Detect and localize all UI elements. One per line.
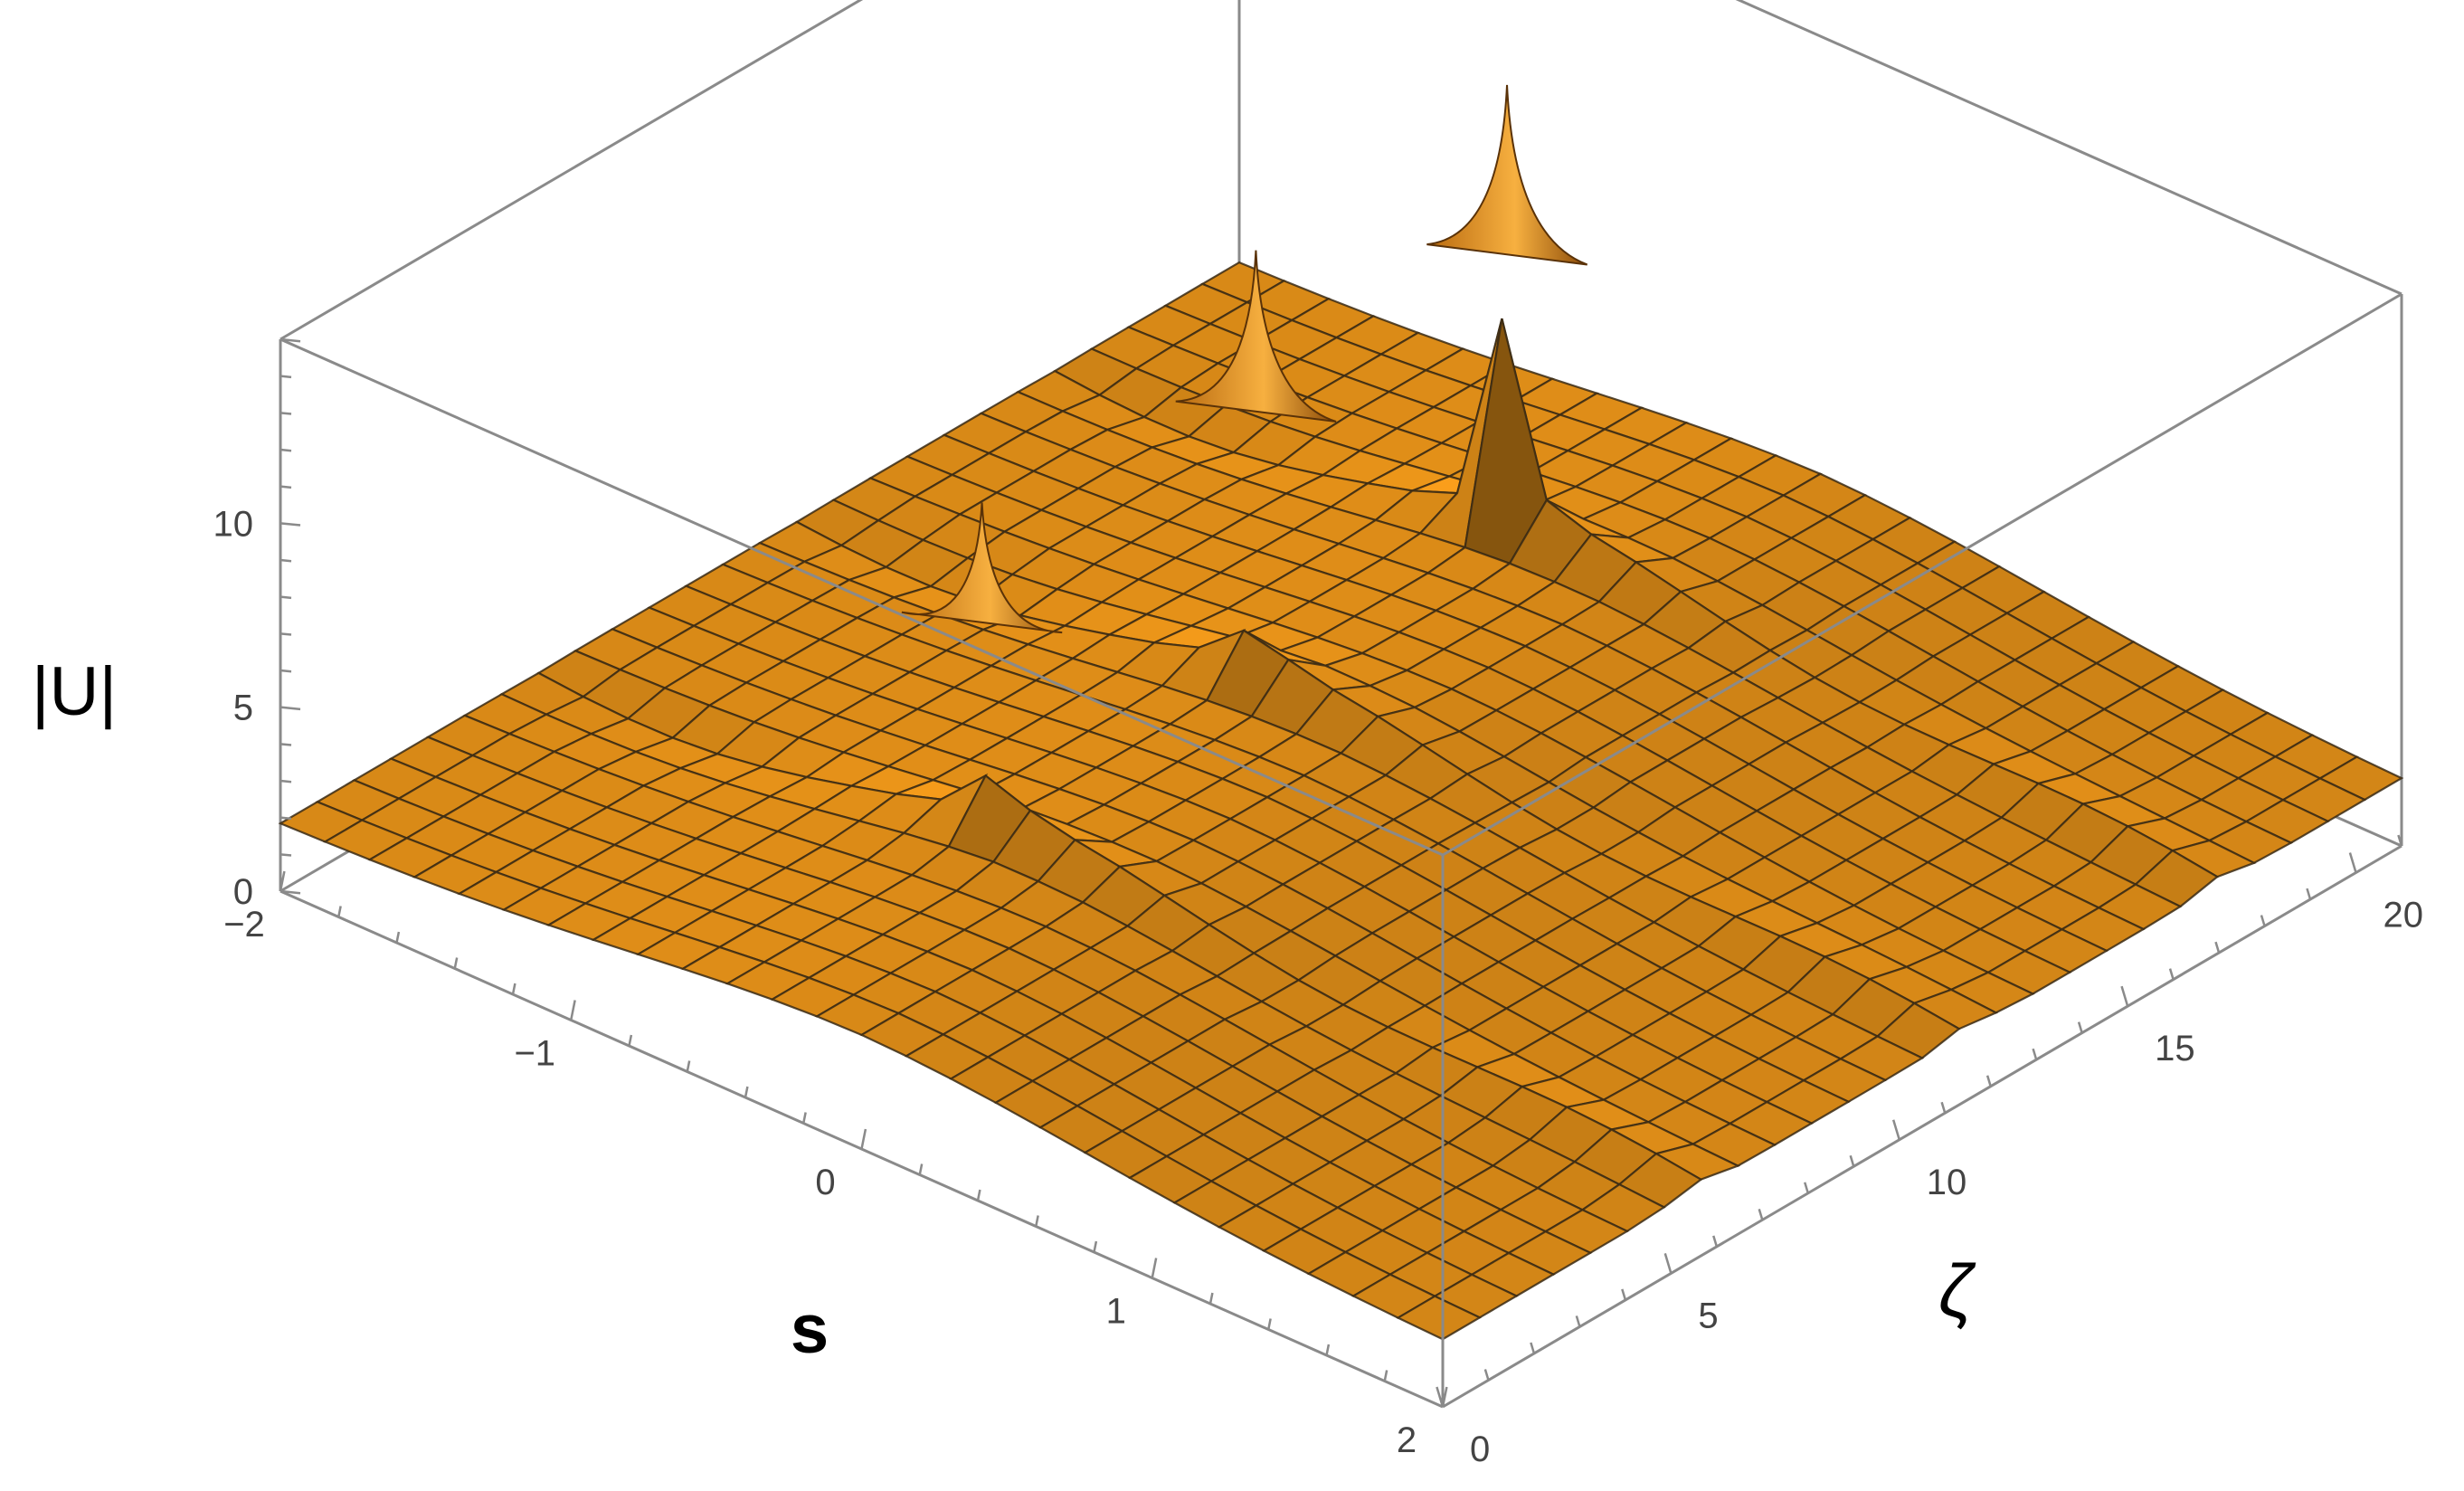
x-tick — [744, 1086, 749, 1098]
z-tick — [280, 779, 292, 783]
x-tick — [1325, 1344, 1331, 1356]
y-tick — [2348, 852, 2357, 873]
x-tick — [570, 1000, 576, 1021]
x-tick — [1093, 1240, 1098, 1253]
peak-spikes — [901, 84, 1588, 634]
x-tick-label: −1 — [514, 1034, 555, 1074]
z-tick — [280, 337, 301, 343]
z-tick — [280, 743, 292, 746]
x-tick-label: 2 — [1397, 1420, 1417, 1460]
surface — [278, 261, 2404, 1341]
y-tick — [1849, 1154, 1855, 1167]
y-tick-label: 20 — [2383, 896, 2424, 935]
z-tick-label: 5 — [233, 689, 253, 728]
z-tick — [280, 558, 292, 563]
z-tick — [280, 853, 292, 857]
y-axis-title: ζ — [1938, 1250, 1976, 1333]
x-tick — [511, 983, 516, 995]
x-tick — [976, 1189, 981, 1201]
z-tick — [280, 889, 301, 895]
x-tick — [1383, 1370, 1388, 1382]
x-tick — [337, 906, 342, 917]
y-tick — [2120, 985, 2129, 1007]
x-tick — [453, 957, 459, 969]
y-tick — [1940, 1101, 1947, 1114]
peak-spike — [1426, 84, 1588, 266]
x-tick — [686, 1060, 691, 1072]
y-tick — [2032, 1048, 2038, 1060]
y-tick — [2214, 941, 2221, 954]
x-tick — [802, 1112, 807, 1124]
y-tick — [2306, 888, 2312, 900]
y-tick — [1483, 1369, 1490, 1381]
x-tick — [860, 1128, 867, 1150]
box-edge — [1442, 844, 2402, 1409]
y-tick — [2260, 915, 2266, 926]
surface-cell — [1396, 1295, 1483, 1341]
z-tick — [280, 522, 301, 527]
y-tick-label: 5 — [1698, 1296, 1718, 1335]
z-tick — [280, 448, 292, 452]
y-tick — [1712, 1235, 1719, 1248]
y-tick — [1758, 1208, 1764, 1220]
x-tick — [918, 1163, 924, 1175]
x-tick — [279, 870, 286, 892]
y-tick — [1891, 1119, 1900, 1141]
box-edge — [280, 337, 1444, 857]
box-edge — [280, 0, 864, 341]
y-tick — [1804, 1182, 1810, 1194]
x-tick — [1208, 1292, 1214, 1305]
peak-spike — [1175, 250, 1337, 423]
y-tick-label: 0 — [1470, 1429, 1490, 1469]
z-tick — [280, 632, 292, 636]
x-tick — [1441, 1386, 1448, 1408]
x-tick-label: 0 — [815, 1163, 835, 1202]
x-tick — [1267, 1318, 1272, 1330]
y-tick — [1575, 1315, 1581, 1327]
y-tick — [1621, 1288, 1627, 1301]
z-tick-label: 10 — [213, 504, 254, 544]
x-tick — [395, 931, 401, 944]
y-tick — [2397, 834, 2403, 847]
z-axis-title: |U| — [32, 653, 117, 730]
z-tick — [280, 816, 292, 821]
z-tick-label: 0 — [233, 872, 253, 912]
x-tick — [628, 1034, 633, 1047]
z-tick — [280, 669, 292, 673]
y-tick — [1436, 1386, 1445, 1408]
x-tick — [1035, 1215, 1039, 1227]
box-edge — [1735, 0, 2402, 296]
y-tick-label: 15 — [2155, 1029, 2195, 1068]
z-tick — [280, 375, 292, 379]
z-tick — [280, 595, 292, 600]
x-tick — [1151, 1258, 1158, 1278]
y-tick — [2168, 968, 2175, 980]
bounding-box-front — [280, 292, 2402, 1409]
z-tick — [280, 485, 292, 489]
box-edge — [1442, 292, 2402, 857]
x-tick-label: −2 — [223, 905, 265, 945]
y-tick — [2077, 1021, 2083, 1034]
z-tick — [280, 706, 301, 711]
y-tick — [1663, 1253, 1673, 1274]
peak-spike — [901, 502, 1063, 634]
x-axis-title: s — [791, 1291, 829, 1368]
y-tick-label: 10 — [1927, 1163, 1967, 1202]
x-tick-label: 1 — [1106, 1292, 1126, 1332]
y-tick — [1985, 1075, 1992, 1087]
y-tick — [1530, 1342, 1536, 1354]
